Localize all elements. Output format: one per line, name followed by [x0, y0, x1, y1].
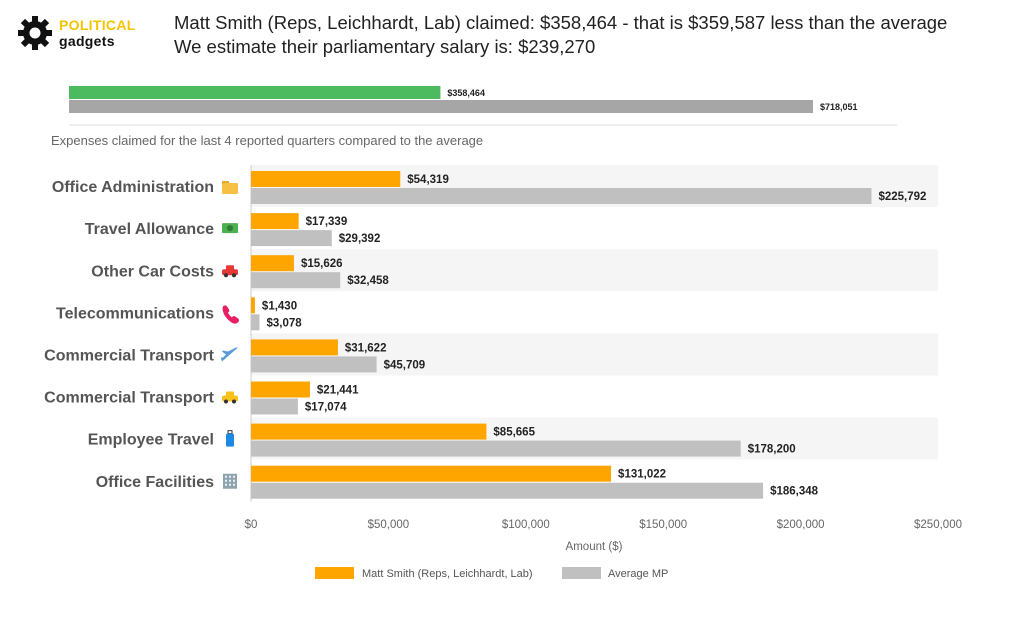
x-tick-label: $150,000 [639, 519, 687, 531]
total-label-average: $718,051 [820, 102, 858, 112]
data-label-mp: $1,430 [262, 300, 297, 312]
bar-average [251, 440, 741, 457]
legend-swatch-mp [315, 567, 354, 579]
data-label-average: $45,709 [384, 359, 426, 371]
data-label-mp: $15,626 [301, 258, 343, 270]
x-tick-label: $250,000 [914, 519, 962, 531]
data-label-average: $32,458 [347, 275, 389, 287]
folder-icon [222, 181, 238, 195]
x-tick-label: $100,000 [502, 519, 550, 531]
legend-label-mp: Matt Smith (Reps, Leichhardt, Lab) [362, 568, 533, 580]
category-label: Office Administration [52, 179, 214, 196]
headline-claim: Matt Smith (Reps, Leichhardt, Lab) claim… [174, 12, 948, 33]
data-label-mp: $85,665 [493, 427, 535, 439]
bar-mp [251, 381, 310, 398]
data-label-mp: $131,022 [618, 469, 666, 481]
category-label: Telecommunications [56, 305, 214, 322]
total-comparison-chart: $358,464 $718,051 [69, 86, 897, 126]
legend-swatch-average [562, 567, 601, 579]
phone-icon [222, 305, 239, 324]
bar-average [251, 188, 872, 204]
x-axis-title: Amount ($) [566, 541, 623, 553]
bar-average [251, 272, 341, 289]
data-label-average: $178,200 [748, 444, 796, 456]
category-label: Other Car Costs [91, 263, 214, 280]
category-label: Commercial Transport [44, 390, 215, 407]
data-label-average: $186,348 [770, 486, 819, 498]
data-label-mp: $31,622 [345, 342, 387, 354]
data-label-mp: $17,339 [306, 216, 348, 228]
bar-mp [251, 339, 338, 356]
taxi-icon [222, 391, 238, 404]
x-tick-label: $50,000 [368, 519, 410, 531]
luggage-icon [226, 430, 234, 447]
category-label: Travel Allowance [85, 221, 214, 238]
logo-text-gadgets: gadgets [59, 33, 115, 49]
data-label-mp: $21,441 [317, 385, 359, 397]
headline: Matt Smith (Reps, Leichhardt, Lab) claim… [174, 11, 947, 59]
band-background [251, 249, 938, 292]
bar-mp [251, 213, 299, 230]
total-bar-mp [69, 86, 441, 99]
x-tick-label: $200,000 [777, 519, 825, 531]
band-background [251, 291, 938, 334]
expenses-chart: Office Administration $54,319 $225,792 Trav… [44, 165, 962, 580]
bar-mp [251, 171, 401, 187]
bar-average [251, 230, 332, 247]
gear-logo-icon [18, 16, 52, 50]
category-label: Employee Travel [88, 432, 214, 449]
money-icon [222, 223, 238, 234]
bar-mp [251, 255, 294, 272]
chart-subtitle: Expenses claimed for the last 4 reported… [51, 133, 484, 148]
legend-label-average: Average MP [608, 568, 668, 580]
headline-salary: We estimate their parliamentary salary i… [174, 36, 596, 57]
logo: POLITICAL gadgets [18, 14, 158, 54]
bar-mp [251, 423, 487, 440]
office-building-icon [223, 473, 237, 489]
bar-average [251, 482, 764, 499]
total-bar-average [69, 100, 813, 113]
logo-text-political: POLITICAL [59, 17, 136, 33]
x-tick-label: $0 [245, 519, 258, 531]
bar-average [251, 314, 260, 331]
category-label: Office Facilities [96, 474, 214, 491]
bar-mp [251, 465, 612, 482]
band-background [251, 375, 938, 418]
bar-mp [251, 297, 255, 314]
bar-average [251, 356, 377, 373]
band-background [251, 207, 938, 250]
data-label-average: $3,078 [266, 317, 302, 329]
data-label-average: $225,792 [878, 191, 926, 203]
bar-average [251, 398, 298, 415]
airplane-icon [221, 347, 238, 362]
category-label: Commercial Transport [44, 347, 215, 364]
data-label-mp: $54,319 [407, 174, 449, 186]
car-icon [222, 265, 238, 278]
data-label-average: $29,392 [339, 233, 381, 245]
data-label-average: $17,074 [305, 402, 347, 414]
total-label-mp: $358,464 [447, 88, 485, 98]
